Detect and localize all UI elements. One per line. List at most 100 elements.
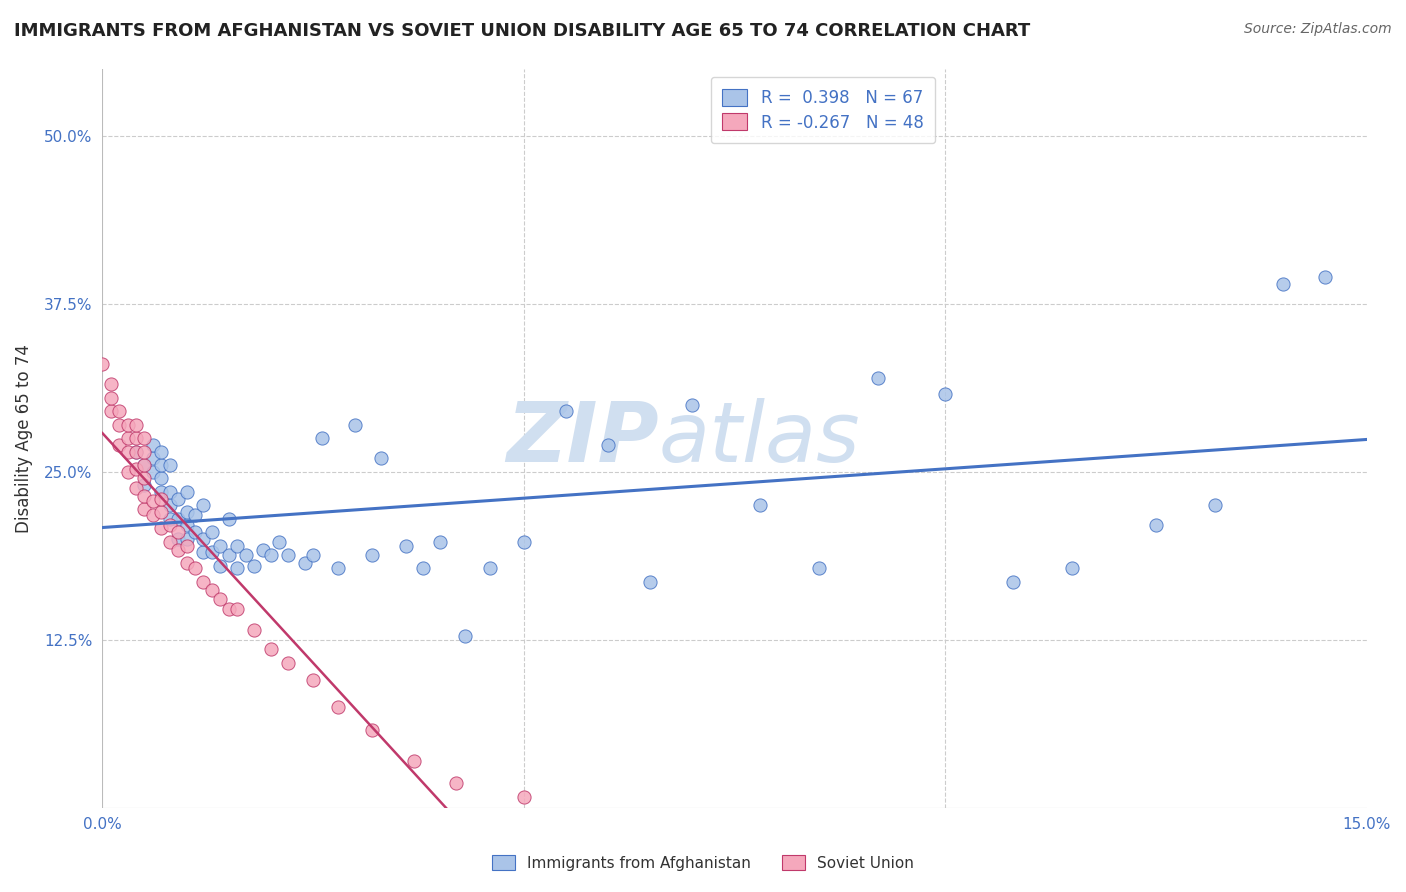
Point xyxy=(479,561,502,575)
Point xyxy=(269,534,291,549)
Point xyxy=(134,471,156,485)
Point xyxy=(176,505,198,519)
Point xyxy=(193,574,215,589)
Point xyxy=(125,444,148,458)
Point xyxy=(513,789,536,804)
Point xyxy=(866,370,889,384)
Point xyxy=(209,592,232,607)
Point xyxy=(142,465,165,479)
Point xyxy=(176,556,198,570)
Point xyxy=(370,451,392,466)
Point xyxy=(159,534,181,549)
Point xyxy=(108,404,131,418)
Point xyxy=(100,377,122,392)
Point xyxy=(167,525,190,540)
Legend: Immigrants from Afghanistan, Soviet Union: Immigrants from Afghanistan, Soviet Unio… xyxy=(484,846,922,880)
Point xyxy=(167,512,190,526)
Legend: R =  0.398   N = 67, R = -0.267   N = 48: R = 0.398 N = 67, R = -0.267 N = 48 xyxy=(711,77,935,144)
Point xyxy=(91,357,114,371)
Point xyxy=(1001,574,1024,589)
Point xyxy=(176,532,198,546)
Point xyxy=(125,417,148,432)
Point xyxy=(218,512,240,526)
Point xyxy=(150,484,173,499)
Point xyxy=(555,404,578,418)
Point xyxy=(201,545,224,559)
Point xyxy=(277,656,299,670)
Point xyxy=(209,539,232,553)
Point xyxy=(807,561,830,575)
Point xyxy=(218,601,240,615)
Point xyxy=(302,673,325,687)
Point xyxy=(446,776,468,790)
Point xyxy=(159,512,181,526)
Point xyxy=(125,481,148,495)
Point xyxy=(108,417,131,432)
Point xyxy=(134,444,156,458)
Y-axis label: Disability Age 65 to 74: Disability Age 65 to 74 xyxy=(15,343,32,533)
Point xyxy=(226,601,249,615)
Point xyxy=(108,438,131,452)
Point xyxy=(404,754,426,768)
Point xyxy=(328,561,350,575)
Point xyxy=(226,561,249,575)
Point xyxy=(142,494,165,508)
Point xyxy=(243,558,266,573)
Point xyxy=(638,574,661,589)
Point xyxy=(142,451,165,466)
Point xyxy=(328,699,350,714)
Point xyxy=(176,518,198,533)
Text: Source: ZipAtlas.com: Source: ZipAtlas.com xyxy=(1244,22,1392,37)
Point xyxy=(134,458,156,472)
Point xyxy=(134,502,156,516)
Point xyxy=(167,532,190,546)
Point xyxy=(226,539,249,553)
Point xyxy=(150,505,173,519)
Point xyxy=(125,444,148,458)
Point xyxy=(117,431,139,445)
Point xyxy=(395,539,418,553)
Point xyxy=(150,491,173,506)
Point xyxy=(184,561,207,575)
Point xyxy=(176,484,198,499)
Point xyxy=(193,498,215,512)
Point xyxy=(134,458,156,472)
Point xyxy=(100,404,122,418)
Point xyxy=(134,478,156,492)
Point xyxy=(243,624,266,638)
Point xyxy=(344,417,367,432)
Point xyxy=(167,542,190,557)
Point xyxy=(117,465,139,479)
Point xyxy=(1060,561,1083,575)
Point xyxy=(302,548,325,562)
Point xyxy=(159,518,181,533)
Point xyxy=(117,417,139,432)
Point xyxy=(150,521,173,535)
Point xyxy=(412,561,434,575)
Point xyxy=(934,386,956,401)
Point xyxy=(429,534,451,549)
Point xyxy=(454,629,477,643)
Point xyxy=(159,458,181,472)
Point xyxy=(150,471,173,485)
Point xyxy=(193,545,215,559)
Point xyxy=(159,498,181,512)
Point xyxy=(134,489,156,503)
Point xyxy=(260,642,283,657)
Point xyxy=(117,444,139,458)
Point xyxy=(598,438,620,452)
Point xyxy=(260,548,283,562)
Point xyxy=(100,391,122,405)
Point xyxy=(513,534,536,549)
Point xyxy=(167,491,190,506)
Point xyxy=(201,525,224,540)
Point xyxy=(361,723,384,737)
Point xyxy=(748,498,770,512)
Point xyxy=(159,484,181,499)
Point xyxy=(184,508,207,522)
Point xyxy=(176,539,198,553)
Point xyxy=(1144,518,1167,533)
Point xyxy=(681,397,703,411)
Text: atlas: atlas xyxy=(658,398,860,479)
Point xyxy=(193,532,215,546)
